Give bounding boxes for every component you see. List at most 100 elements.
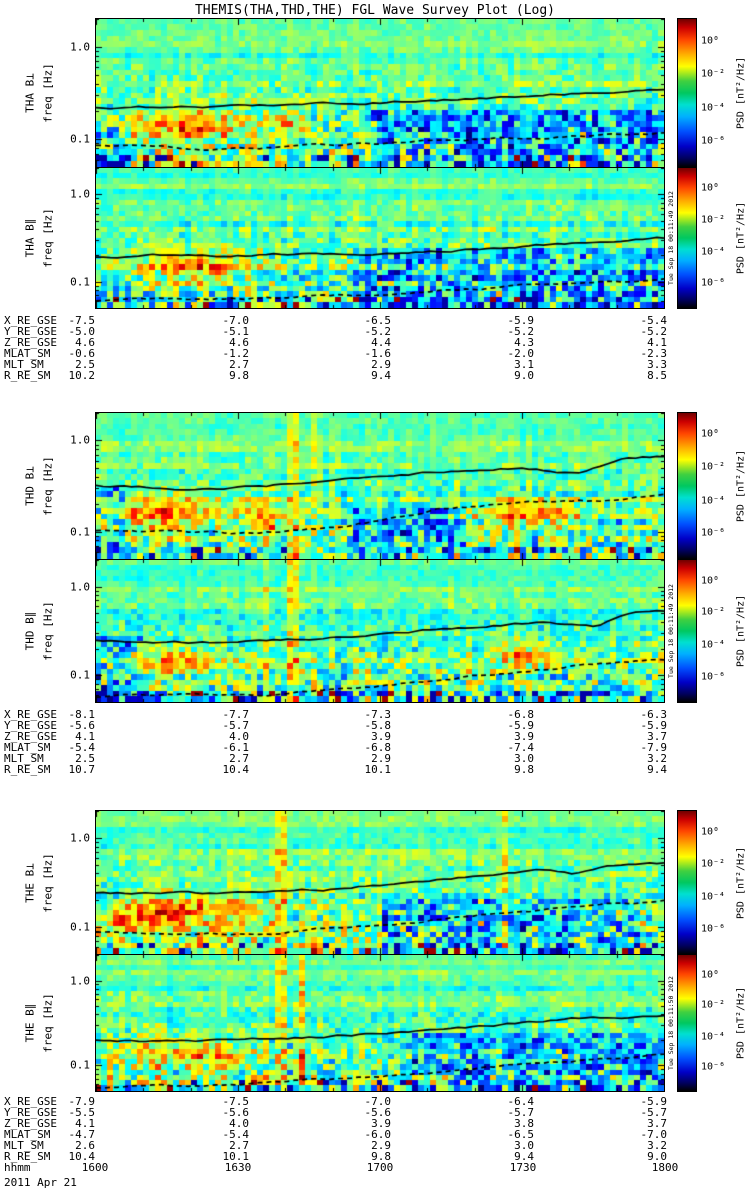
freq-tick-label: 0.1 [70,275,90,289]
ephemeris-value: 9.4 [514,1150,534,1163]
freq-axis-label: freq [Hz] [41,456,55,516]
colorbar-tick-label: 10⁻⁴ [701,495,726,507]
ephemeris-var-label: R_RE_SM [4,1150,51,1163]
colorbar-axis-label: PSD [nT²/Hz] [735,986,747,1060]
spectrogram-canvas-tha-bperp [96,19,664,167]
ephemeris-value: 2.5 [75,752,95,765]
ephemeris-value: -6.3 [640,708,668,721]
colorbar-tick-label: 10⁰ [701,428,720,440]
ephemeris-value: -7.7 [222,708,250,721]
ephemeris-value: 9.4 [371,369,391,382]
ephemeris-value: 8.5 [647,369,667,382]
ephemeris-row: Z_RE_GSE 4.6 4.6 4.4 4.3 4.1 [0,337,750,348]
colorbar: 10⁰ 10⁻² 10⁻⁴ 10⁻⁶ PSD [nT²/Hz] [677,954,750,1092]
ephemeris-value: 4.1 [75,1117,95,1130]
creation-timestamp: Tue Sep 18 00:11:49 2012 [667,584,675,678]
ephemeris-value: -7.9 [640,741,668,754]
ephemeris-var-label: Z_RE_GSE [4,1117,57,1130]
ephemeris-value: -6.1 [222,741,250,754]
ephemeris-value: 2.9 [371,752,391,765]
panel-y-title: THE B∥ [23,1003,37,1043]
time-axis-row: hhmm 1600 1630 1700 1730 1800 [0,1162,750,1173]
creation-timestamp: Tue Sep 18 00:11:49 2012 [667,191,675,285]
ephemeris-value: -7.5 [222,1095,250,1108]
time-tick-label: 1600 [81,1161,109,1174]
ephemeris-row: R_RE_SM 10.2 9.8 9.4 9.0 8.5 [0,370,750,381]
ephemeris-value: 4.6 [229,336,249,349]
spectrogram-panel-thd-bpar: 1.0 0.1 THD B∥ freq [Hz] Tue Sep 18 00:1… [24,559,747,703]
ephemeris-row: MLT_SM 2.5 2.7 2.9 3.0 3.2 [0,753,750,764]
colorbar-tick-label: 10⁻⁶ [701,135,726,147]
freq-tick-label: 0.1 [70,1058,90,1072]
ephemeris-value: 2.9 [371,358,391,371]
ephemeris-value: -7.9 [68,1095,96,1108]
colorbar: 10⁰ 10⁻² 10⁻⁴ 10⁻⁶ PSD [nT²/Hz] [677,412,750,560]
panel-y-title: THA B⊥ [23,73,37,113]
ephemeris-value: -7.5 [68,314,96,327]
time-tick-label: 1800 [651,1161,679,1174]
spectrogram-canvas-thd-bperp [96,413,664,559]
colorbar-tick-label: 10⁻⁶ [701,671,726,683]
ephemeris-value: -5.7 [640,1106,668,1119]
ephemeris-value: 2.5 [75,358,95,371]
ephemeris-row: Y_RE_GSE -5.5 -5.6 -5.6 -5.7 -5.7 [0,1107,750,1118]
ephemeris-var-label: X_RE_GSE [4,708,57,721]
ephemeris-value: -7.0 [222,314,250,327]
colorbar-tick-label: 10⁻² [701,68,726,79]
colorbar-tick-label: 10⁻⁴ [701,1031,726,1043]
ephemeris-value: -7.4 [507,741,535,754]
ephemeris-value: -5.2 [507,325,535,338]
ephemeris-value: 2.7 [229,1139,249,1152]
ephemeris-var-label: Z_RE_GSE [4,730,57,743]
ephemeris-value: 10.2 [68,369,96,382]
colorbar-axis-label: PSD [nT²/Hz] [735,201,747,275]
ephemeris-value: -5.4 [68,741,96,754]
colorbar-tick-label: 10⁰ [701,826,720,838]
ephemeris-value: -5.8 [364,719,392,732]
ephemeris-value: -5.9 [640,719,668,732]
freq-tick-label: 0.1 [70,920,90,934]
freq-tick-label: 0.1 [70,525,90,539]
ephemeris-value: 3.2 [647,752,667,765]
colorbar-axis-label: PSD [nT²/Hz] [735,56,747,130]
colorbar-tick-label: 10⁰ [701,969,720,981]
ephemeris-row: MLAT_SM -0.6 -1.2 -1.6 -2.0 -2.3 [0,348,750,359]
colorbar-tick-label: 10⁰ [701,575,720,587]
spectrogram-canvas-tha-bpar [96,168,664,308]
ephemeris-value: -5.4 [222,1128,250,1141]
ephemeris-var-label: X_RE_GSE [4,314,57,327]
ephemeris-value: 9.8 [371,1150,391,1163]
colorbar-tick-label: 10⁰ [701,35,720,46]
panel-y-title: THD B⊥ [23,466,37,506]
ephemeris-var-label: Y_RE_GSE [4,719,57,732]
ephemeris-value: -2.0 [507,347,535,360]
ephemeris-value: -5.9 [507,314,535,327]
ephemeris-value: 10.7 [68,763,96,776]
ephemeris-value: 2.6 [75,1139,95,1152]
ephemeris-var-label: MLT_SM [4,1139,44,1152]
ephemeris-table-tha: X_RE_GSE -7.5 -7.0 -6.5 -5.9 -5.4 Y_RE_G… [0,315,750,381]
ephemeris-value: -8.1 [68,708,96,721]
freq-axis-label: freq [Hz] [41,993,55,1053]
ephemeris-value: 9.4 [647,763,667,776]
ephemeris-value: 9.8 [514,763,534,776]
freq-tick-label: 0.1 [70,132,90,146]
time-tick-label: 1630 [224,1161,252,1174]
ephemeris-var-label: MLT_SM [4,752,44,765]
colorbar-tick-label: 10⁻⁴ [701,246,726,258]
colorbar-gradient [677,810,697,955]
spectrogram-panel-thd-bperp: 1.0 0.1 THD B⊥ freq [Hz] 10⁰ 10⁻² 10⁻⁴ 1… [24,412,747,560]
ephemeris-value: -2.3 [640,347,668,360]
colorbar-tick-label: 10⁻² [701,999,726,1011]
ephemeris-row: MLAT_SM -4.7 -5.4 -6.0 -6.5 -7.0 [0,1129,750,1140]
spectrogram-panel-the-bperp: 1.0 0.1 THE B⊥ freq [Hz] 10⁰ 10⁻² 10⁻⁴ 1… [24,810,747,955]
colorbar-tick-label: 10⁻² [701,858,726,870]
time-tick-label: 1730 [509,1161,537,1174]
ephemeris-value: -6.5 [364,314,392,327]
ephemeris-row: Z_RE_GSE 4.1 4.0 3.9 3.9 3.7 [0,731,750,742]
freq-tick-label: 1.0 [70,40,90,54]
colorbar-axis-label: PSD [nT²/Hz] [735,449,747,523]
freq-tick-label: 1.0 [70,433,90,447]
ephemeris-value: 10.4 [222,763,250,776]
